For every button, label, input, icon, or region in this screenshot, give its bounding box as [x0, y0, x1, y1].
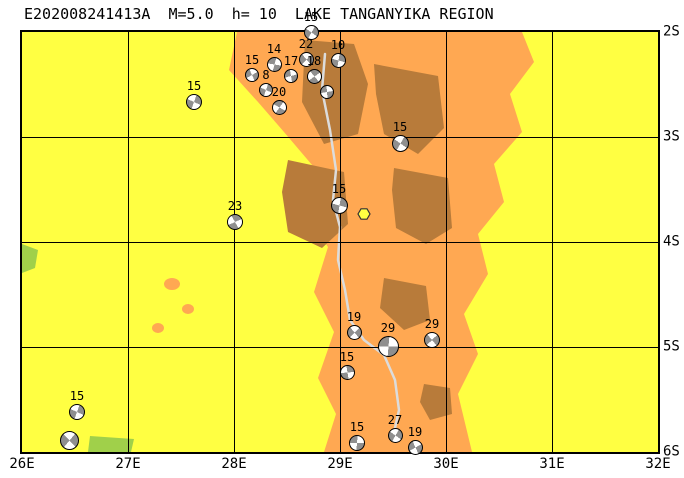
- event-depth-label: 19: [407, 424, 423, 439]
- focal-mechanism-ball: [377, 335, 399, 357]
- focal-mechanism-ball: [424, 332, 440, 348]
- focal-mechanism-ball: [266, 56, 282, 72]
- focal-mechanism-ball: [330, 196, 348, 214]
- x-tick-label: 31E: [539, 456, 565, 472]
- event-depth-label: 19: [346, 309, 362, 324]
- x-tick-label: 28E: [221, 456, 247, 472]
- focal-mechanism-ball: [271, 99, 287, 115]
- y-tick-label: 6S: [663, 443, 680, 460]
- focal-mechanism-ball: [330, 52, 346, 68]
- focal-mechanism-ball: [245, 68, 259, 82]
- event-depth-label: 8: [262, 68, 270, 82]
- focal-mechanism-ball: [339, 364, 355, 380]
- x-tick-label: 26E: [9, 456, 35, 472]
- x-tick-label: 29E: [327, 456, 353, 472]
- focal-mechanism-ball: [303, 24, 319, 40]
- event-depth-label: 22: [298, 36, 314, 51]
- focal-mechanism-ball: [69, 404, 85, 420]
- highland-patch: [392, 168, 452, 244]
- highland-patch: [420, 384, 452, 420]
- event-depth-label: 10: [330, 37, 346, 52]
- event-depth-label: 17: [283, 54, 299, 68]
- event-depth-label: 15: [69, 389, 85, 403]
- highland-patch: [374, 64, 444, 154]
- focal-mechanism-ball: [407, 439, 423, 455]
- event-depth-label: 18: [306, 53, 322, 68]
- event-depth-label: 15: [339, 349, 355, 364]
- gridline-horizontal: [22, 242, 658, 243]
- event-depth-label: 15: [186, 79, 202, 93]
- event-depth-label: 29: [424, 317, 440, 331]
- focal-mechanism-ball: [391, 134, 409, 152]
- map-area: 15 14 22 10 17 18 15 8 20 15 15 15 23 19 29 29 15 15 15 27 1…: [20, 10, 660, 455]
- event-depth-label: 23: [227, 199, 243, 213]
- event-depth-label: 15: [244, 53, 260, 67]
- highland-patch: [302, 40, 368, 144]
- y-tick-label: 2S: [663, 23, 680, 40]
- y-tick-label: 5S: [663, 338, 680, 355]
- y-tick-label: 4S: [663, 233, 680, 250]
- focal-mechanism-ball: [387, 427, 403, 443]
- event-depth-label: 14: [266, 41, 282, 56]
- event-depth-label: 15: [392, 119, 408, 134]
- highland-patch: [380, 278, 430, 330]
- event-depth-label: 20: [271, 84, 287, 99]
- epicenter-hexagon-marker: [357, 208, 371, 220]
- focal-mechanism-ball: [59, 430, 79, 450]
- x-tick-label: 32E: [645, 456, 671, 472]
- x-tick-label: 27E: [115, 456, 141, 472]
- focal-mechanism-ball: [186, 94, 202, 110]
- plateau-patch: [164, 278, 180, 290]
- vegetation-patch: [88, 436, 134, 452]
- highland-patch: [282, 160, 348, 248]
- event-depth-label: 15: [349, 420, 365, 434]
- vegetation-patch: [22, 244, 38, 273]
- event-depth-label: 15: [303, 9, 319, 24]
- plateau-patch: [182, 304, 194, 314]
- event-depth-label: 15: [331, 181, 347, 196]
- focal-mechanism-ball: [259, 83, 273, 97]
- focal-mechanism-ball: [306, 68, 322, 84]
- gridline-horizontal: [22, 137, 658, 138]
- figure-title: E202008241413A M=5.0 h= 10 LAKE TANGANYI…: [24, 5, 494, 23]
- events-layer: 15 14 22 10 17 18 15 8 20 15 15 15 23 19 29 29 15 15 15 27 1…: [22, 10, 658, 455]
- y-tick-label: 3S: [663, 128, 680, 145]
- plateau-patch: [152, 323, 164, 333]
- focal-mechanism-ball: [346, 324, 362, 340]
- gridline-horizontal: [22, 347, 658, 348]
- focal-mechanism-ball: [284, 69, 298, 83]
- lake-outline: [320, 52, 401, 430]
- grid-layer: [22, 32, 658, 452]
- x-tick-label: 30E: [433, 456, 459, 472]
- event-depth-label: 29: [380, 320, 396, 335]
- focal-mechanism-ball: [227, 214, 243, 230]
- focal-mechanism-ball: [298, 51, 314, 67]
- event-depth-label: 27: [387, 412, 403, 427]
- focal-mechanism-ball: [320, 85, 334, 99]
- focal-mechanism-ball: [349, 435, 365, 451]
